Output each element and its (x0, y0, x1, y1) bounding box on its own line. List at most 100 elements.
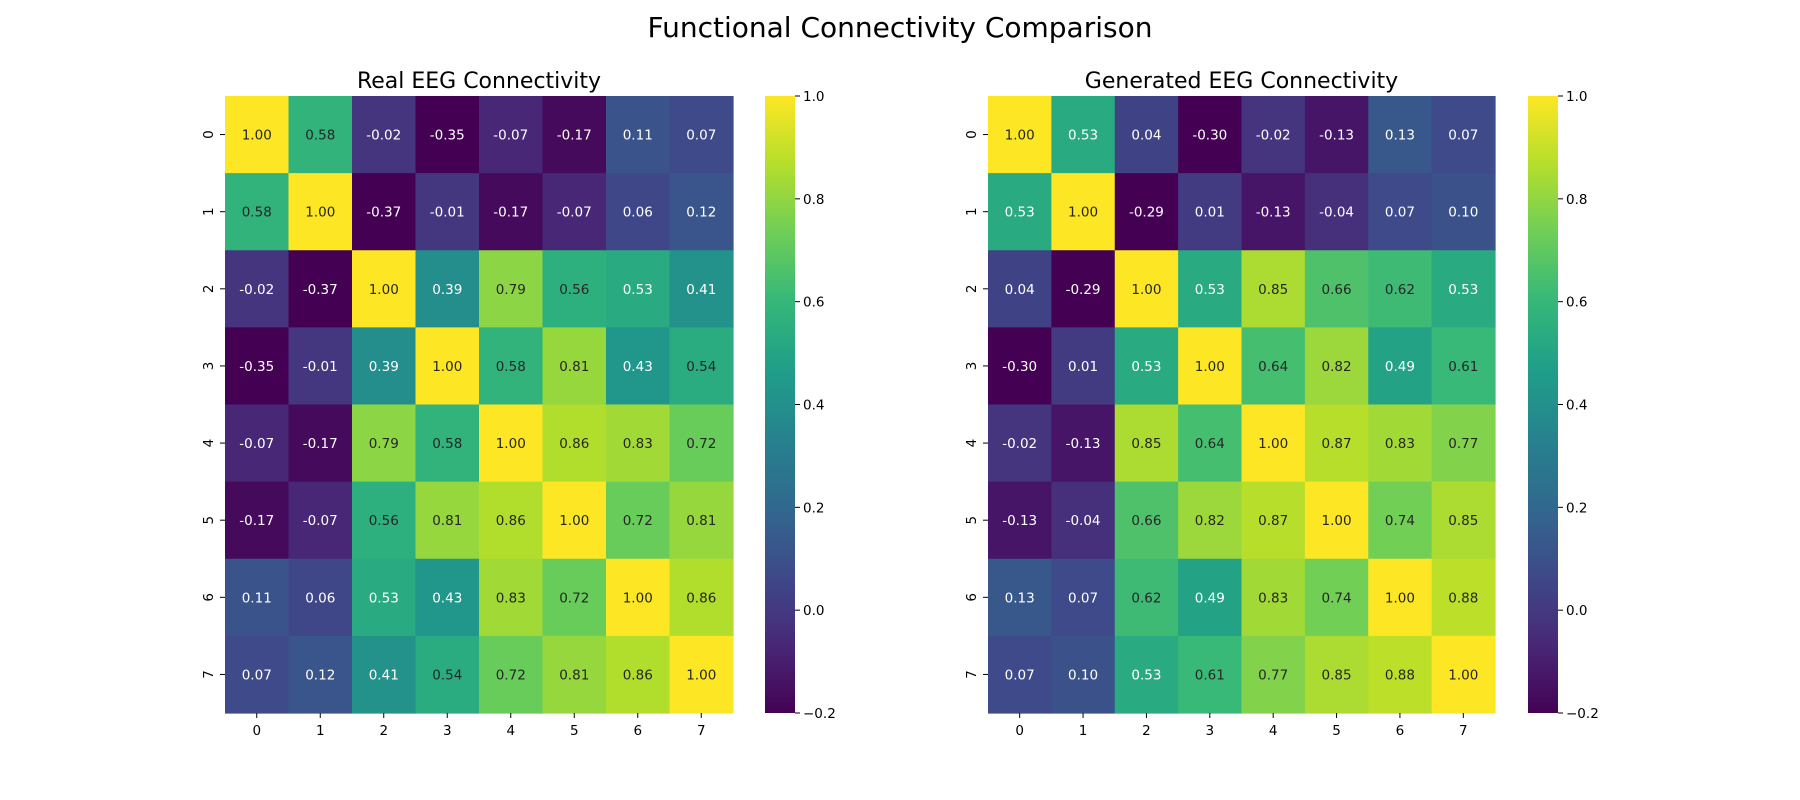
heatmap-cell (415, 558, 480, 637)
x-tick-label: 7 (697, 723, 706, 739)
panel-title: Real EEG Connectivity (357, 69, 601, 94)
y-tick-label: 5 (201, 516, 217, 525)
heatmap-cell (225, 558, 290, 637)
heatmap-cell (542, 635, 607, 714)
cell-value-label: -0.02 (1002, 436, 1037, 452)
heatmap-cell (415, 404, 480, 483)
y-tick-label: 3 (964, 362, 980, 371)
heatmap-cell (1114, 635, 1179, 714)
cell-value-label: 1.00 (1385, 590, 1415, 606)
cell-value-label: 0.58 (496, 359, 526, 375)
colorbar-tick-label: 1.0 (1566, 89, 1587, 105)
cell-value-label: 0.53 (1005, 205, 1035, 221)
cell-value-label: 0.07 (1005, 667, 1035, 683)
heatmap-cell (606, 327, 671, 406)
heatmap-cell (1114, 404, 1179, 483)
heatmap-cell (1304, 250, 1369, 328)
cell-value-label: 0.06 (623, 205, 653, 221)
y-tick-label: 5 (964, 516, 980, 525)
heatmap-cell (542, 96, 607, 174)
heatmap-cell (669, 404, 734, 483)
heatmap-cell (1051, 404, 1116, 483)
heatmap-cell (1304, 404, 1369, 483)
heatmap-cell (1368, 327, 1433, 406)
heatmap-cell (1051, 635, 1116, 714)
cell-value-label: 0.77 (1448, 436, 1478, 452)
heatmap-cell (1178, 635, 1243, 714)
heatmap-cell (1178, 404, 1243, 483)
cell-value-label: -0.17 (303, 436, 338, 452)
heatmap-cell (225, 250, 290, 328)
cell-value-label: 0.07 (1068, 590, 1098, 606)
x-tick-label: 4 (506, 723, 515, 739)
x-tick-label: 7 (1459, 723, 1468, 739)
cell-value-label: 0.49 (1385, 359, 1415, 375)
heatmap-cell (606, 250, 671, 328)
heatmap-cell (1178, 327, 1243, 406)
cell-value-label: 0.74 (1322, 590, 1352, 606)
heatmap-cell (479, 481, 544, 560)
cell-value-label: 0.41 (686, 282, 716, 298)
cell-value-label: 0.72 (496, 667, 526, 683)
cell-value-label: -0.37 (303, 282, 338, 298)
heatmap-cell (988, 96, 1052, 174)
x-tick-label: 0 (1015, 723, 1024, 739)
heatmap-cell (352, 404, 417, 483)
heatmap-cell (352, 96, 417, 174)
y-tick-label: 6 (201, 593, 217, 602)
heatmap-cell (606, 96, 671, 174)
colorbar-tick-label: 0.6 (803, 295, 824, 311)
heatmap-cell (1051, 173, 1116, 251)
heatmap-cell (479, 635, 544, 714)
heatmap-cell (1368, 558, 1433, 637)
heatmap-cell (1178, 558, 1243, 637)
heatmap-cell (1431, 404, 1496, 483)
y-tick-label: 2 (201, 285, 217, 294)
heatmap-cell (1304, 635, 1369, 714)
heatmap-cell (415, 96, 480, 174)
cell-value-label: 1.00 (496, 436, 526, 452)
cell-value-label: 0.10 (1448, 205, 1478, 221)
panel-title: Generated EEG Connectivity (1085, 69, 1398, 94)
cell-value-label: 0.64 (1195, 436, 1225, 452)
cell-value-label: -0.02 (1256, 128, 1291, 144)
cell-value-label: -0.04 (1066, 513, 1101, 529)
heatmap-cell (542, 481, 607, 560)
heatmap-cell (1051, 481, 1116, 560)
cell-value-label: 0.74 (1385, 513, 1415, 529)
heatmap-cell (225, 481, 290, 560)
x-tick-label: 5 (1332, 723, 1341, 739)
colorbar-tick-label: 1.0 (803, 89, 824, 105)
cell-value-label: 0.86 (496, 513, 526, 529)
cell-value-label: 0.56 (559, 282, 589, 298)
cell-value-label: 1.00 (686, 667, 716, 683)
colorbar-tick-label: −0.2 (803, 706, 836, 722)
heatmap-cell (988, 558, 1052, 637)
x-tick-label: 5 (570, 723, 579, 739)
cell-value-label: 0.07 (1448, 128, 1478, 144)
heatmap-cell (288, 404, 353, 483)
y-tick-label: 7 (201, 670, 217, 679)
heatmap-cell (1304, 558, 1369, 637)
heatmap-cell (1431, 635, 1496, 714)
heatmap-cell (352, 481, 417, 560)
cell-value-label: -0.30 (1002, 359, 1037, 375)
cell-value-label: 0.62 (1131, 590, 1161, 606)
cell-value-label: 0.86 (623, 667, 653, 683)
cell-value-label: 0.43 (432, 590, 462, 606)
heatmap-cell (1368, 96, 1433, 174)
heatmap-cell (988, 404, 1052, 483)
heatmap-cell (669, 250, 734, 328)
heatmap-cell (479, 558, 544, 637)
cell-value-label: 1.00 (1068, 205, 1098, 221)
y-tick-label: 3 (201, 362, 217, 371)
heatmap-cell (606, 481, 671, 560)
cell-value-label: 0.54 (432, 667, 462, 683)
heatmap-cell (1368, 250, 1433, 328)
cell-value-label: 0.81 (432, 513, 462, 529)
heatmap-cell (415, 481, 480, 560)
cell-value-label: 0.04 (1005, 282, 1035, 298)
heatmap-cell (988, 250, 1052, 328)
heatmap-cell (988, 481, 1052, 560)
